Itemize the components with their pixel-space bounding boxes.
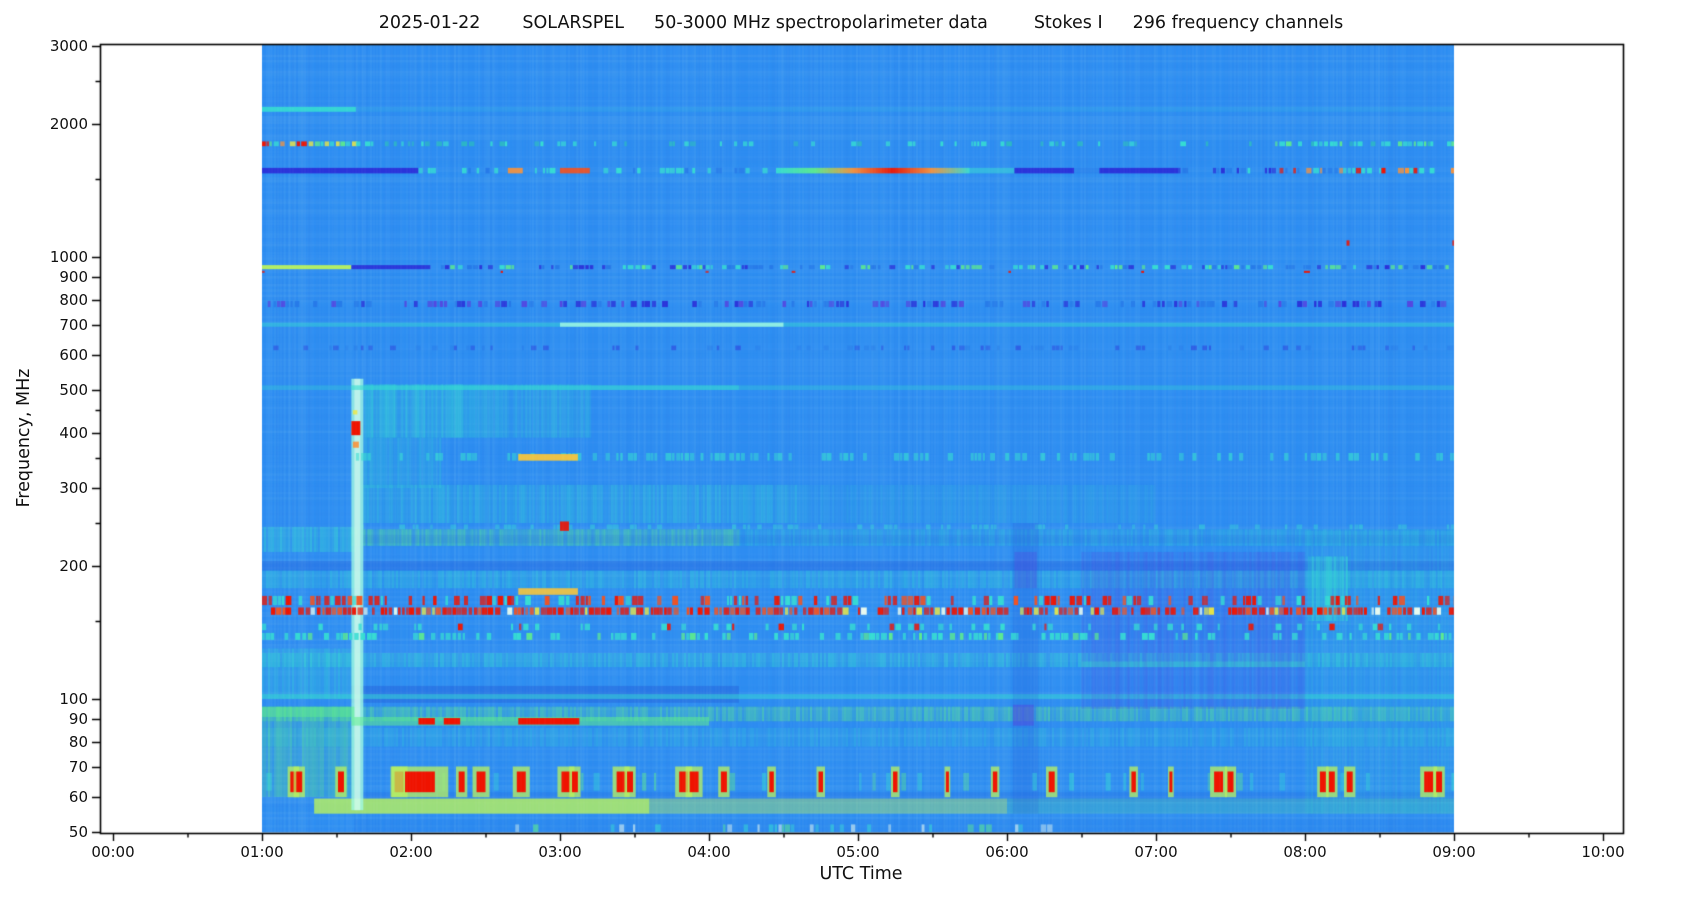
x-tick-label: 06:00 [985,843,1029,861]
x-tick-label: 02:00 [389,843,433,861]
y-tick-label: 800 [59,290,88,309]
title-stokes: Stokes I [1033,13,1103,33]
y-tick-label: 500 [59,380,88,399]
y-tick-label: 3000 [49,37,88,55]
title-channels: 296 frequency channels [1132,13,1344,33]
x-tick-label: 10:00 [1581,843,1625,861]
y-tick-label: 600 [59,345,88,364]
x-axis-label: UTC Time [819,864,903,884]
y-tick-label: 60 [68,787,88,806]
x-tick-label: 04:00 [687,843,731,861]
title-range: 50-3000 MHz spectropolarimeter data [654,13,988,33]
y-tick-label: 700 [59,316,88,335]
y-tick-label: 200 [59,556,88,575]
y-tick-label: 300 [59,479,88,497]
y-tick-label: 90 [68,710,88,729]
x-tick-label: 08:00 [1283,843,1327,861]
y-axis-label: Frequency, MHz [14,368,34,508]
x-tick-label: 00:00 [91,843,135,861]
y-tick-label: 900 [59,268,88,287]
title-date: 2025-01-22 [378,13,481,33]
y-tick-label: 2000 [49,114,88,133]
y-tick-label: 400 [59,423,88,442]
y-tick-label: 70 [68,758,88,777]
y-tick-label: 80 [68,732,88,751]
y-tick-label: 100 [59,689,88,708]
y-tick-label: 1000 [49,247,88,266]
x-tick-label: 01:00 [240,843,284,861]
title-instrument: SOLARSPEL [522,13,625,33]
x-tick-label: 09:00 [1432,843,1476,861]
x-tick-label: 03:00 [538,843,582,861]
x-tick-label: 07:00 [1134,843,1178,861]
y-tick-label: 50 [68,822,88,841]
x-tick-label: 05:00 [836,843,880,861]
chart-title: 2025-01-22 SOLARSPEL 50-3000 MHz spectro… [379,13,1344,33]
